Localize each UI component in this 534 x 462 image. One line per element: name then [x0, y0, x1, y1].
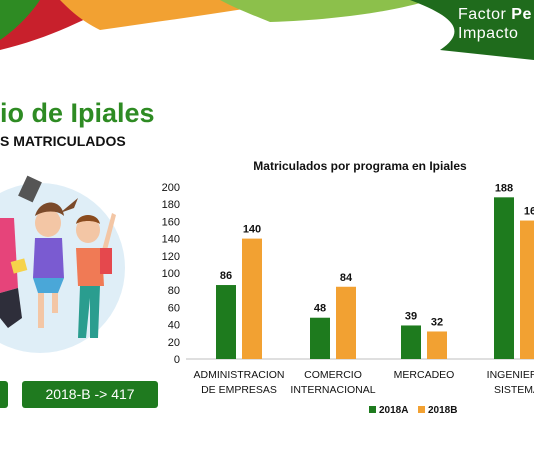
chart-title: Matriculados por programa en Ipiales — [253, 159, 467, 173]
data-label: 16 — [524, 206, 534, 218]
legend-swatch-2018A — [369, 406, 376, 413]
y-tick-label: 100 — [162, 268, 180, 280]
bar-2018A-1 — [310, 317, 330, 359]
legend-label-2018B: 2018B — [428, 405, 457, 416]
student-girl-left — [0, 218, 28, 328]
bar-2018B-3 — [520, 220, 534, 359]
data-label: 32 — [431, 316, 443, 328]
banner-lightgreen-swoosh — [220, 0, 430, 22]
bar-2018A-3 — [494, 197, 514, 359]
banner-line2: Impacto — [458, 25, 519, 42]
x-category-label: ADMINISTRACION — [193, 369, 284, 381]
y-tick-label: 120 — [162, 251, 180, 263]
student-boy-right — [76, 213, 116, 338]
bar-2018A-2 — [401, 325, 421, 359]
page-subtitle: S MATRICULADOS — [0, 133, 126, 149]
legend-swatch-2018B — [418, 406, 425, 413]
y-tick-label: 200 — [162, 182, 180, 194]
student-girl-center — [18, 175, 78, 328]
data-label: 86 — [220, 270, 232, 282]
x-category-label: MERCADEO — [394, 369, 455, 381]
bar-2018A-0 — [216, 285, 236, 359]
y-tick-label: 140 — [162, 234, 180, 246]
y-tick-label: 80 — [168, 285, 180, 297]
header-banner — [0, 0, 534, 60]
x-category-label: INGENIERIA — [487, 369, 534, 381]
enrollment-badge-2018a — [0, 381, 8, 408]
enrollment-bar-chart: Matriculados por programa en Ipiales 0 20… — [162, 159, 534, 416]
data-label: 84 — [340, 272, 353, 284]
banner-darkgreen-panel — [410, 0, 534, 60]
data-label: 140 — [243, 224, 261, 236]
bar-2018B-2 — [427, 331, 447, 359]
students-illustration — [0, 175, 125, 353]
y-tick-label: 20 — [168, 337, 180, 349]
y-tick-label: 0 — [174, 354, 180, 366]
x-category-label: INTERNACIONAL — [290, 384, 375, 396]
data-label: 188 — [495, 182, 513, 194]
banner-line1b: Pe — [511, 6, 532, 23]
y-tick-label: 160 — [162, 216, 180, 228]
y-tick-label: 180 — [162, 199, 180, 211]
enrollment-badge-2018b: 2018-B -> 417 — [22, 381, 158, 408]
banner-text: Factor Pe Impacto — [458, 5, 532, 43]
x-category-label: SISTEMA — [494, 384, 534, 396]
legend-label-2018A: 2018A — [379, 405, 408, 416]
data-label: 39 — [405, 310, 417, 322]
banner-line1a: Factor — [458, 6, 512, 23]
banner-green-swoosh — [0, 0, 40, 40]
x-category-label: COMERCIO — [304, 369, 362, 381]
x-category-label: DE EMPRESAS — [201, 384, 277, 396]
bar-2018B-1 — [336, 286, 356, 359]
bar-2018B-0 — [242, 238, 262, 359]
y-tick-label: 40 — [168, 320, 180, 332]
y-tick-label: 60 — [168, 302, 180, 314]
data-label: 48 — [314, 303, 326, 315]
page-title: io de Ipiales — [0, 98, 155, 128]
